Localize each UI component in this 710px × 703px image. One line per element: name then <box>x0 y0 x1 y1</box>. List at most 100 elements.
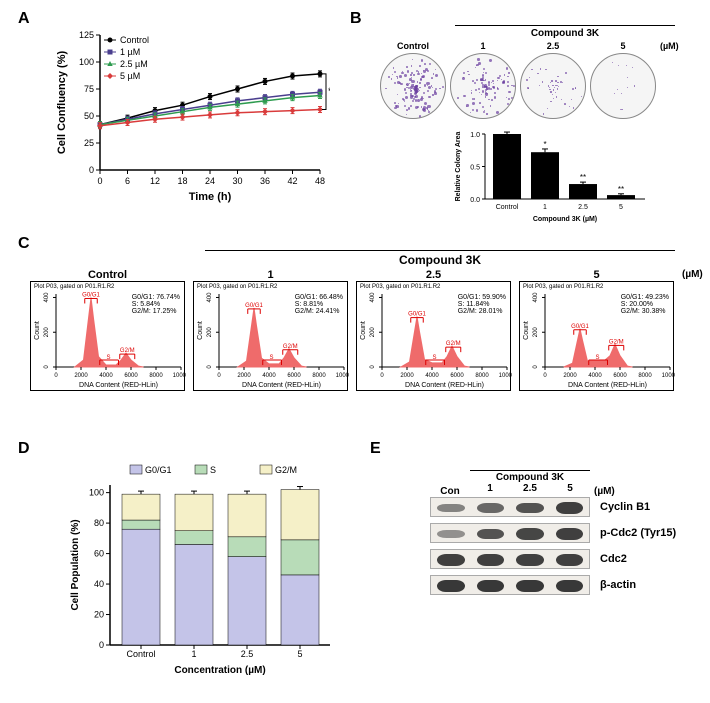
svg-text:4000: 4000 <box>588 373 602 379</box>
svg-text:100: 100 <box>89 488 104 498</box>
svg-text:6000: 6000 <box>287 373 301 379</box>
wb-strip <box>430 523 590 543</box>
svg-text:Count: Count <box>360 321 367 340</box>
svg-text:8000: 8000 <box>638 373 652 379</box>
svg-text:8000: 8000 <box>149 373 163 379</box>
svg-text:G0/G1: G0/G1 <box>245 303 263 309</box>
svg-text:6000: 6000 <box>124 373 138 379</box>
wb-strip <box>430 575 590 595</box>
svg-text:0: 0 <box>44 365 50 369</box>
svg-text:DNA Content (RED-HLin): DNA Content (RED-HLin) <box>242 382 321 389</box>
stacked-bar-chart: G0/G1SG2/M020406080100Control12.55Concen… <box>60 460 340 680</box>
svg-text:G2/M: G2/M <box>283 344 298 350</box>
panel-b: Compound 3KControl12.55(µM)0.00.51.0Cont… <box>380 25 700 225</box>
panel-e: ConCompound 3K12.55(µM)Cyclin B1p-Cdc2 (… <box>400 470 700 670</box>
svg-text:0: 0 <box>543 373 547 379</box>
svg-text:G0/G1: G0/G1 <box>408 312 426 318</box>
confluency-chart: 02550751001250612182430364248Time (h)Cel… <box>50 20 330 210</box>
svg-text:5: 5 <box>297 649 302 659</box>
histo-2: 2.5Plot P03, gated on P01.R1.R2G0/G1SG2/… <box>356 269 511 391</box>
label-c: C <box>18 235 30 253</box>
svg-text:1.0: 1.0 <box>470 132 480 139</box>
svg-text:Concentration (µM): Concentration (µM) <box>174 665 265 676</box>
svg-text:G2/M: G2/M <box>120 348 135 354</box>
colony-bar-chart: 0.00.51.0Control1*2.5**5**Compound 3K (µ… <box>450 124 650 224</box>
svg-text:S: S <box>106 355 110 361</box>
svg-text:0: 0 <box>217 373 221 379</box>
svg-text:10000: 10000 <box>662 373 675 379</box>
svg-text:0: 0 <box>380 373 384 379</box>
svg-text:2000: 2000 <box>563 373 577 379</box>
svg-text:8000: 8000 <box>475 373 489 379</box>
histo-3: 5Plot P03, gated on P01.R1.R2G0/G1SG2/M0… <box>519 269 674 391</box>
svg-text:DNA Content (RED-HLin): DNA Content (RED-HLin) <box>568 382 647 389</box>
panel-a: 02550751001250612182430364248Time (h)Cel… <box>50 20 330 210</box>
svg-text:G0/G1: G0/G1 <box>145 465 172 475</box>
svg-text:0: 0 <box>89 165 94 175</box>
svg-text:S: S <box>595 355 599 361</box>
svg-text:0.0: 0.0 <box>470 197 480 204</box>
svg-text:400: 400 <box>207 292 213 303</box>
colony-well-0 <box>380 53 446 119</box>
svg-text:100: 100 <box>79 57 94 67</box>
svg-text:48: 48 <box>315 176 325 186</box>
svg-text:400: 400 <box>533 292 539 303</box>
svg-text:DNA Content (RED-HLin): DNA Content (RED-HLin) <box>79 382 158 389</box>
label-b: B <box>350 10 362 28</box>
colony-well-1 <box>450 53 516 119</box>
svg-text:12: 12 <box>150 176 160 186</box>
svg-text:0: 0 <box>99 640 104 650</box>
svg-text:4000: 4000 <box>99 373 113 379</box>
svg-text:36: 36 <box>260 176 270 186</box>
svg-text:18: 18 <box>177 176 187 186</box>
label-d: D <box>18 440 30 458</box>
wb-row-0: Cyclin B1 <box>400 497 700 517</box>
svg-text:DNA Content (RED-HLin): DNA Content (RED-HLin) <box>405 382 484 389</box>
svg-text:4000: 4000 <box>262 373 276 379</box>
svg-text:0: 0 <box>207 365 213 369</box>
svg-text:0.5: 0.5 <box>470 165 480 172</box>
svg-text:60: 60 <box>94 549 104 559</box>
svg-text:Count: Count <box>197 321 204 340</box>
svg-text:G0/G1: G0/G1 <box>82 292 100 298</box>
svg-text:Count: Count <box>34 321 41 340</box>
svg-text:10000: 10000 <box>336 373 349 379</box>
colony-well-2 <box>520 53 586 119</box>
svg-text:200: 200 <box>207 327 213 338</box>
svg-text:25: 25 <box>84 138 94 148</box>
svg-text:400: 400 <box>44 292 50 303</box>
svg-text:5: 5 <box>619 204 623 211</box>
wb-strip <box>430 549 590 569</box>
svg-text:G0/G1: G0/G1 <box>571 324 589 330</box>
svg-text:G2/M: G2/M <box>275 465 297 475</box>
svg-text:2000: 2000 <box>400 373 414 379</box>
svg-text:2000: 2000 <box>237 373 251 379</box>
wb-row-2: Cdc2 <box>400 549 700 569</box>
svg-text:40: 40 <box>94 579 104 589</box>
svg-text:2000: 2000 <box>74 373 88 379</box>
svg-text:6: 6 <box>125 176 130 186</box>
svg-text:1: 1 <box>543 204 547 211</box>
svg-text:Compound 3K (µM): Compound 3K (µM) <box>533 216 597 223</box>
svg-text:S: S <box>269 355 273 361</box>
svg-text:1: 1 <box>191 649 196 659</box>
svg-text:Control: Control <box>126 649 155 659</box>
svg-text:**: ** <box>618 185 624 194</box>
svg-text:**: ** <box>580 173 586 182</box>
svg-text:30: 30 <box>232 176 242 186</box>
svg-text:1 µM: 1 µM <box>120 47 140 57</box>
svg-text:8000: 8000 <box>312 373 326 379</box>
svg-text:Control: Control <box>120 35 149 45</box>
svg-text:6000: 6000 <box>613 373 627 379</box>
svg-text:42: 42 <box>287 176 297 186</box>
panel-d: G0/G1SG2/M020406080100Control12.55Concen… <box>60 460 340 680</box>
wb-row-1: p-Cdc2 (Tyr15) <box>400 523 700 543</box>
svg-text:Cell Confluency (%): Cell Confluency (%) <box>56 51 68 155</box>
svg-text:2.5: 2.5 <box>241 649 254 659</box>
svg-text:2.5 µM: 2.5 µM <box>120 59 148 69</box>
svg-text:Time (h): Time (h) <box>189 191 232 203</box>
colony-well-3 <box>590 53 656 119</box>
svg-text:10000: 10000 <box>173 373 186 379</box>
svg-text:Relative Colony Area: Relative Colony Area <box>455 132 462 202</box>
svg-text:0: 0 <box>54 373 58 379</box>
